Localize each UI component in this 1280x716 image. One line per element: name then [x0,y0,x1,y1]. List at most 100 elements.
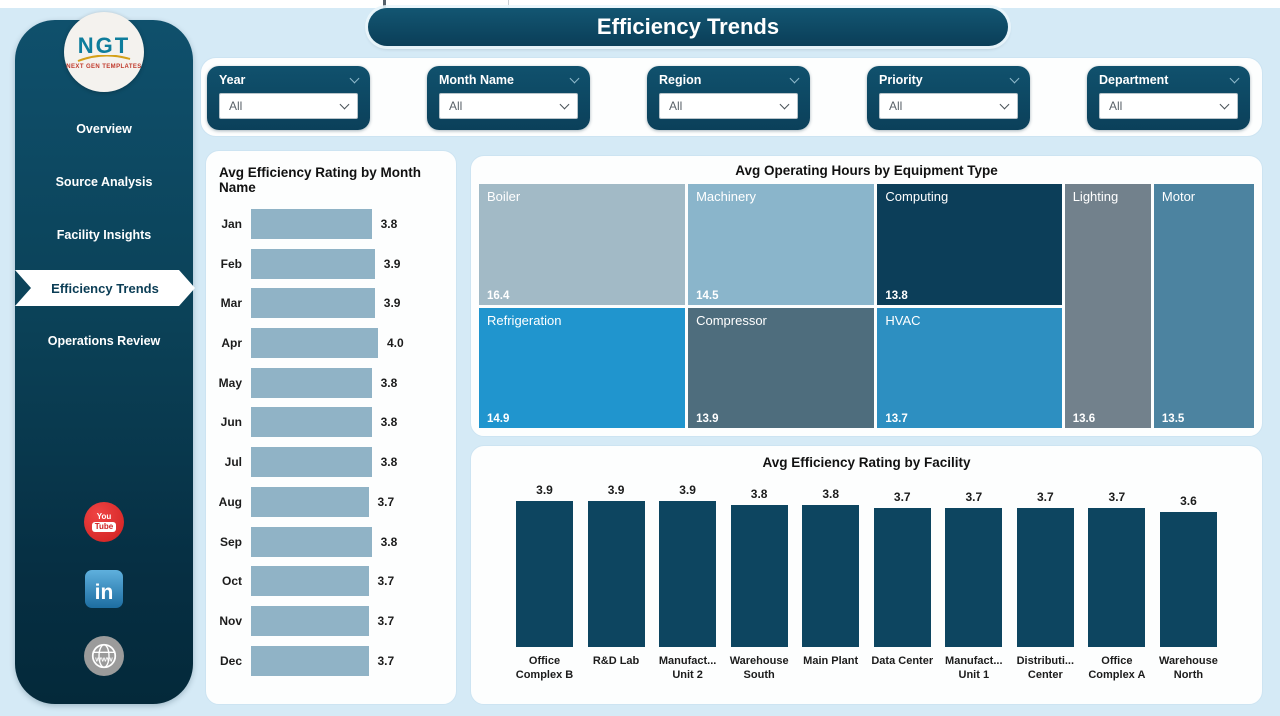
filter-label: Region [659,73,702,87]
column-bar-distributi-center[interactable] [1016,508,1074,647]
bar-jan[interactable] [251,209,372,239]
column-bar-manufact-unit-2[interactable] [659,500,717,647]
sidebar-item-label: Facility Insights [56,228,152,242]
sidebar-item-overview[interactable]: Overview [15,115,193,143]
treemap-cell-machinery[interactable]: Machinery 14.5 [688,184,875,306]
column-value-label: 3.8 [750,486,768,501]
column-bar-warehouse-south[interactable] [730,504,788,647]
column-data-center: 3.7 [867,478,938,647]
facility-column-chart: 3.9 3.9 3.9 3.8 3.8 3.7 3.7 3.7 3.7 3.6 [509,478,1224,647]
chevron-down-icon[interactable] [789,73,800,84]
bar-row-jun: Jun 3.8 [206,407,456,438]
filter-dropdown-region[interactable]: All [659,93,798,119]
bar-nov[interactable] [251,605,369,636]
filter-label: Month Name [439,73,514,87]
chart-title: Avg Efficiency Rating by Facility [762,455,971,470]
sidebar-item-facility-insights[interactable]: Facility Insights [15,221,193,249]
bar-category-label: Apr [221,336,242,351]
bar-category-label: Aug [218,494,242,509]
column-value-label: 3.7 [1036,490,1054,505]
treemap-cell-hvac[interactable]: HVAC 13.7 [877,308,1062,428]
column-bar-main-plant[interactable] [802,504,860,647]
website-globe-icon[interactable]: www [84,636,124,676]
filter-department: Department All [1087,66,1250,130]
column-value-label: 3.9 [679,482,696,497]
filter-header: Region [659,73,800,87]
bar-feb[interactable] [251,248,375,279]
bar-value-label: 3.8 [380,217,398,231]
filter-dropdown-department[interactable]: All [1099,93,1238,119]
treemap-cell-value: 13.5 [1161,413,1185,425]
treemap-cell-lighting[interactable]: Lighting 13.6 [1064,184,1151,428]
monthly-bar-chart: Jan 3.8 Feb 3.9 Mar 3.9 Apr 4.0 May 3.8 Jun 3.8 Jul 3… [206,209,456,685]
filter-selected-value: All [229,99,243,113]
column-office-complex-b: 3.9 [509,478,580,647]
column-value-label: 3.9 [607,482,625,497]
column-bar-r-d-lab[interactable] [587,500,645,647]
bar-category-label: Sep [219,534,242,549]
column-bar-manufact-unit-1[interactable] [945,508,1003,647]
bar-value-label: 3.8 [380,415,398,430]
bar-category-label: Oct [221,574,242,589]
column-warehouse-north: 3.6 [1153,478,1224,647]
column-bar-office-complex-a[interactable] [1088,508,1146,647]
treemap-cell-computing[interactable]: Computing 13.8 [877,184,1062,306]
sidebar-item-efficiency-trends[interactable]: Efficiency Trends [15,270,195,306]
bar-mar[interactable] [251,288,375,319]
treemap-cell-boiler[interactable]: Boiler 16.4 [479,184,686,306]
treemap-cell-value: 16.4 [487,290,510,303]
youtube-icon[interactable]: You Tube [84,502,124,542]
column-category-label: Warehouse South [729,655,789,682]
filter-header: Month Name [439,73,580,87]
filter-selected-value: All [1109,99,1123,113]
treemap-cell-refrigeration[interactable]: Refrigeration 14.9 [479,308,686,428]
bar-value-label: 3.7 [377,574,395,589]
column-category-label: Warehouse North [1158,655,1218,682]
column-bar-data-center[interactable] [873,508,931,647]
chart-card-avg-efficiency-by-month: Avg Efficiency Rating by Month Name Jan 3… [205,150,457,705]
sidebar-item-operations-review[interactable]: Operations Review [15,327,193,355]
bar-may[interactable] [251,367,372,398]
treemap-cell-motor[interactable]: Motor 13.5 [1153,184,1254,428]
column-category-label: Office Complex B [515,655,574,682]
bar-apr[interactable] [251,328,378,359]
bar-jul[interactable] [251,447,372,478]
bar-category-label: Nov [219,613,242,628]
column-value-label: 3.7 [1108,490,1126,505]
chevron-down-icon[interactable] [569,73,580,84]
column-r-d-lab: 3.9 [581,478,652,647]
bar-value-label: 3.7 [377,653,395,668]
bar-row-feb: Feb 3.9 [206,248,456,279]
filter-dropdown-priority[interactable]: All [879,93,1018,119]
treemap-chart: Boiler 16.4 Machinery 14.5 Computing 13.8 Refr… [479,184,1254,428]
filter-header: Priority [879,73,1020,87]
sidebar: NGT NEXT GEN TEMPLATES Overview Source An… [15,12,195,704]
sidebar-item-source-analysis[interactable]: Source Analysis [15,168,193,196]
linkedin-icon[interactable]: in [85,570,123,608]
bar-sep[interactable] [251,526,372,557]
bar-oct[interactable] [251,566,369,597]
column-office-complex-a: 3.7 [1081,478,1152,647]
bar-value-label: 3.8 [380,455,398,470]
treemap-cell-value: 13.9 [696,413,719,425]
bar-jun[interactable] [251,407,372,438]
chevron-down-icon[interactable] [1229,73,1240,84]
bar-dec[interactable] [251,645,369,676]
chevron-down-icon[interactable] [1009,73,1020,84]
filter-dropdown-month-name[interactable]: All [439,93,578,119]
column-bar-warehouse-north[interactable] [1159,512,1217,647]
bar-value-label: 3.9 [383,256,401,271]
bar-row-jan: Jan 3.8 [206,209,456,239]
chevron-down-icon[interactable] [349,73,360,84]
filter-dropdown-year[interactable]: All [219,93,358,119]
column-distributi-center: 3.7 [1010,478,1081,647]
column-bar-office-complex-b[interactable] [516,500,573,647]
treemap-cell-label: Computing [885,189,949,204]
chevron-down-icon [779,99,790,109]
bar-category-label: Jun [220,415,242,430]
column-value-label: 3.7 [965,490,983,505]
youtube-icon-text: Tube [91,521,117,532]
bar-aug[interactable] [251,486,369,517]
bar-category-label: Feb [220,256,242,271]
treemap-cell-compressor[interactable]: Compressor 13.9 [688,308,875,428]
